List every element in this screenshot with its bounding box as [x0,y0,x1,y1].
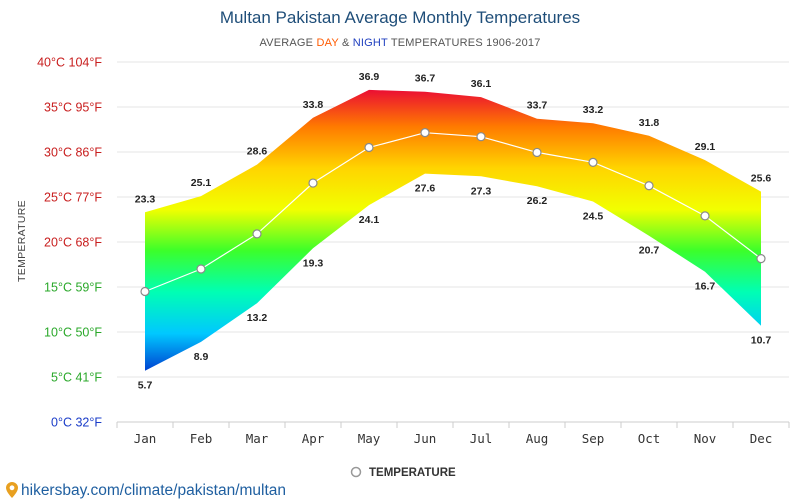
legend[interactable]: TEMPERATURE [350,466,457,479]
x-tick-label: Feb [190,431,213,446]
average-point[interactable] [532,147,542,158]
x-tick-label: Jun [414,431,437,446]
x-tick-label: Jul [470,431,493,446]
y-tick-label: 10°C 50°F [44,326,102,340]
average-point[interactable] [196,264,206,274]
night-value-label: 24.1 [359,214,380,226]
average-point[interactable] [140,286,150,297]
night-value-label: 19.3 [303,257,324,269]
day-value-label: 33.8 [303,99,324,111]
day-value-label: 28.6 [247,146,268,158]
y-axis: 0°C 32°F 5°C 41°F 10°C 50°F 15°C 59°F 20°C 6… [37,56,102,430]
day-value-label: 25.1 [191,177,212,189]
night-value-label: 5.7 [138,380,153,392]
chart-subtitle: AVERAGE DAY & NIGHT TEMPERATURES 1906-20… [259,37,540,49]
x-tick-label: Jan [134,431,157,446]
day-value-label: 29.1 [695,141,716,153]
day-value-label: 25.6 [751,173,772,185]
y-tick-label: 15°C 59°F [44,281,102,295]
average-temperature-series [140,128,766,297]
night-value-label: 20.7 [639,245,660,257]
chart-title: Multan Pakistan Average Monthly Temperat… [220,8,580,27]
night-value-label: 13.2 [247,312,268,324]
day-value-label: 33.2 [583,104,604,116]
average-point[interactable] [588,157,598,167]
day-value-label: 33.7 [527,100,548,112]
average-point[interactable] [308,178,318,188]
y-tick-label: 5°C 41°F [51,371,102,385]
day-value-label: 31.8 [639,117,660,129]
x-tick-label: Aug [526,431,549,446]
average-point[interactable] [420,128,430,138]
map-pin-icon [6,482,18,498]
y-tick-label: 35°C 95°F [44,101,102,115]
legend-marker [350,466,362,478]
night-value-label: 27.6 [415,183,436,195]
average-point[interactable] [476,132,486,142]
watermark[interactable]: hikersbay.com/climate/pakistan/multan [6,482,286,499]
average-line [144,132,762,293]
day-value-label: 36.7 [415,73,436,85]
average-point[interactable] [700,211,710,221]
y-tick-label: 25°C 77°F [44,191,102,205]
x-axis: Jan Feb Mar Apr May Jun Jul Aug Sep Oct Nov Dec [116,421,790,446]
x-tick-label: Sep [582,431,605,446]
legend-label: TEMPERATURE [369,467,456,479]
average-point[interactable] [252,229,262,239]
x-tick-label: Oct [638,431,661,446]
night-value-label: 27.3 [471,185,492,197]
day-value-label: 23.3 [135,193,156,205]
average-point[interactable] [756,254,766,264]
y-axis-label: TEMPERATURE [16,200,28,282]
data-labels: 23.3 25.1 28.6 33.8 36.9 36.7 36.1 33.7 33.2 31.8… [135,71,772,392]
x-tick-label: Mar [246,431,269,446]
day-value-label: 36.1 [471,78,492,90]
y-tick-label: 30°C 86°F [44,146,102,160]
y-tick-label: 0°C 32°F [51,416,102,430]
night-value-label: 26.2 [527,195,548,207]
average-point[interactable] [364,142,374,153]
subtitle-day-word: DAY [316,37,339,49]
x-tick-label: Nov [694,431,717,446]
y-tick-label: 40°C 104°F [37,56,102,70]
night-value-label: 8.9 [194,351,209,363]
x-tick-label: Dec [750,431,773,446]
night-value-label: 24.5 [583,211,604,223]
night-value-label: 16.7 [695,281,716,293]
watermark-link: hikersbay.com/climate/pakistan/multan [21,482,286,499]
subtitle-night-word: NIGHT [353,37,388,49]
x-tick-label: Apr [302,431,325,446]
night-value-label: 10.7 [751,335,772,347]
day-value-label: 36.9 [359,71,380,83]
y-tick-label: 20°C 68°F [44,236,102,250]
x-tick-label: May [358,431,381,446]
average-point[interactable] [644,181,654,191]
